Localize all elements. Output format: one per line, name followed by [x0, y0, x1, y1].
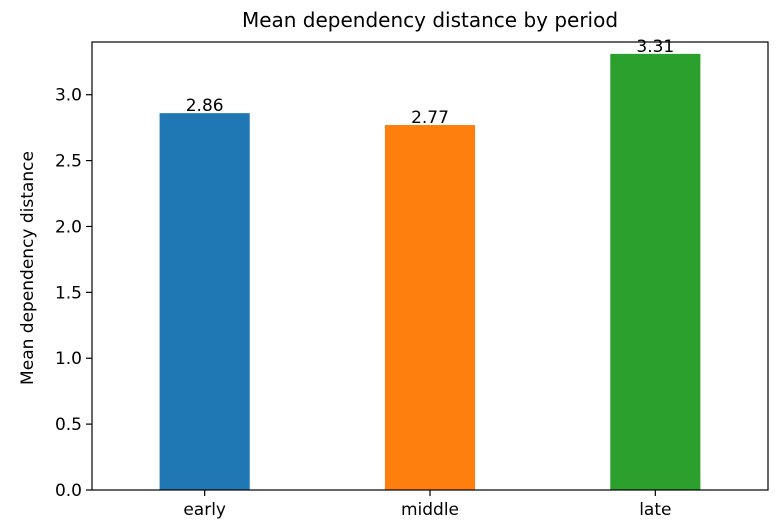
y-tick-label-2.0: 2.0	[55, 217, 82, 237]
y-axis-label: Mean dependency distance	[18, 151, 38, 385]
plot-frame	[91, 41, 769, 491]
y-tick-label-3.0: 3.0	[55, 86, 82, 106]
data-label-middle: 2.77	[411, 108, 449, 128]
x-axis: early middle late	[183, 490, 671, 520]
bars-layer	[159, 53, 701, 491]
x-tick-label-middle: middle	[401, 500, 459, 520]
bar-late	[610, 53, 701, 491]
x-tick-label-late: late	[639, 500, 671, 520]
x-tick-label-early: early	[183, 500, 226, 520]
y-axis: 0.0 0.5 1.0 1.5 2.0 2.5 3.0	[55, 86, 92, 501]
y-tick-label-0.5: 0.5	[55, 415, 82, 435]
bar-early	[159, 113, 250, 491]
bar-middle	[384, 125, 476, 490]
y-tick-label-0.0: 0.0	[55, 481, 82, 501]
data-label-late: 3.31	[636, 37, 674, 57]
data-labels: 2.86 2.77 3.31	[186, 37, 675, 128]
y-tick-label-1.0: 1.0	[55, 349, 82, 369]
y-tick-label-2.5: 2.5	[55, 152, 82, 172]
data-label-early: 2.86	[186, 96, 224, 116]
chart-title: Mean dependency distance by period	[242, 8, 618, 32]
y-tick-label-1.5: 1.5	[55, 283, 82, 303]
